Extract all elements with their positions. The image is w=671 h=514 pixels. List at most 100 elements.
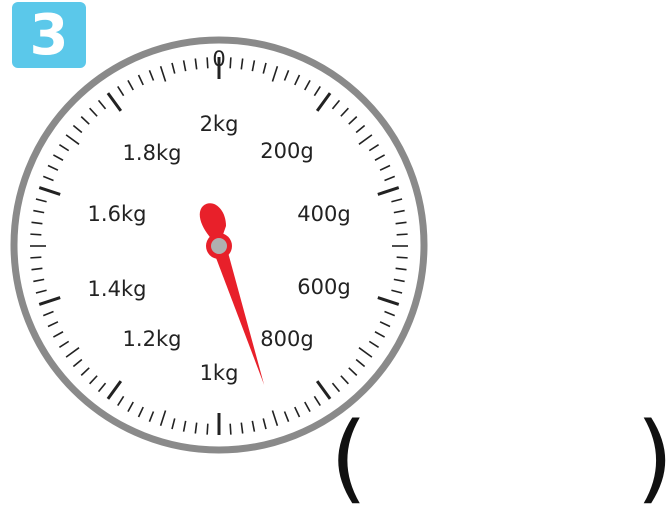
- minor-tick: [194, 58, 198, 70]
- major-tick: [38, 186, 61, 196]
- minor-tick: [368, 144, 380, 152]
- needle-hub: [211, 238, 227, 254]
- minor-tick: [348, 116, 358, 125]
- minor-tick: [331, 99, 341, 110]
- minor-tick: [393, 209, 405, 214]
- minor-tick: [229, 423, 232, 435]
- minor-tick: [159, 66, 167, 82]
- minor-tick: [229, 57, 232, 69]
- major-tick: [38, 296, 61, 306]
- minor-tick: [65, 134, 80, 145]
- minor-tick: [182, 60, 187, 72]
- minor-tick: [159, 410, 167, 426]
- minor-tick: [89, 375, 98, 385]
- minor-tick: [304, 401, 311, 413]
- minor-tick: [47, 321, 59, 328]
- minor-tick: [194, 422, 198, 434]
- minor-tick: [58, 144, 70, 152]
- minor-tick: [97, 382, 107, 393]
- minor-tick: [331, 382, 341, 393]
- minor-tick: [240, 58, 244, 70]
- dial-label-1-6kg: 1.6kg: [88, 202, 147, 226]
- minor-tick: [35, 289, 47, 294]
- answer-open-paren: (: [330, 402, 368, 514]
- tick-marks: [30, 57, 408, 435]
- dial-label-1-2kg: 1.2kg: [123, 327, 182, 351]
- minor-tick: [368, 340, 380, 348]
- minor-tick: [348, 367, 358, 376]
- answer-blank[interactable]: [370, 425, 625, 500]
- dial-label-1kg: 1kg: [200, 361, 239, 385]
- minor-tick: [35, 198, 47, 203]
- minor-tick: [395, 267, 407, 271]
- minor-tick: [206, 423, 209, 435]
- minor-tick: [355, 358, 366, 368]
- minor-tick: [374, 331, 386, 338]
- minor-tick: [42, 310, 54, 317]
- minor-tick: [30, 233, 42, 236]
- minor-tick: [294, 406, 301, 418]
- dial-label-1-4kg: 1.4kg: [88, 277, 147, 301]
- dial-label-600g: 600g: [297, 275, 350, 299]
- minor-tick: [80, 367, 90, 376]
- minor-tick: [283, 411, 290, 423]
- major-tick: [377, 186, 400, 196]
- minor-tick: [283, 69, 290, 81]
- dial-label-1-8kg: 1.8kg: [123, 141, 182, 165]
- minor-tick: [65, 347, 80, 358]
- minor-tick: [30, 256, 42, 259]
- minor-tick: [42, 175, 54, 182]
- needle-blade: [212, 243, 265, 385]
- minor-tick: [171, 418, 176, 430]
- minor-tick: [262, 418, 267, 430]
- minor-tick: [47, 164, 59, 171]
- minor-tick: [340, 375, 349, 385]
- minor-tick: [137, 74, 144, 86]
- minor-tick: [396, 256, 408, 259]
- minor-tick: [89, 107, 98, 117]
- major-tick: [315, 380, 332, 400]
- minor-tick: [251, 60, 256, 72]
- minor-tick: [391, 198, 403, 203]
- minor-tick: [313, 85, 321, 97]
- minor-tick: [97, 99, 107, 110]
- minor-tick: [271, 66, 279, 82]
- minor-tick: [52, 154, 64, 161]
- minor-tick: [313, 395, 321, 407]
- minor-tick: [127, 401, 134, 413]
- minor-tick: [340, 107, 349, 117]
- minor-tick: [379, 321, 391, 328]
- minor-tick: [355, 124, 366, 134]
- minor-tick: [33, 209, 45, 214]
- dial-label-2kg: 2kg: [200, 112, 239, 136]
- major-tick: [106, 380, 123, 400]
- minor-tick: [294, 74, 301, 86]
- minor-tick: [31, 221, 43, 225]
- minor-tick: [33, 278, 45, 283]
- answer-close-paren: ): [636, 402, 671, 514]
- minor-tick: [379, 164, 391, 171]
- minor-tick: [395, 221, 407, 225]
- dial-label-400g: 400g: [297, 202, 350, 226]
- minor-tick: [31, 267, 43, 271]
- dial-label-200g: 200g: [260, 139, 313, 163]
- minor-tick: [374, 154, 386, 161]
- minor-tick: [304, 79, 311, 91]
- minor-tick: [396, 233, 408, 236]
- minor-tick: [52, 331, 64, 338]
- major-tick: [315, 92, 332, 112]
- dial-zero-label: 0: [212, 47, 225, 71]
- major-tick: [377, 296, 400, 306]
- major-tick: [106, 92, 123, 112]
- minor-tick: [80, 116, 90, 125]
- minor-tick: [251, 420, 256, 432]
- minor-tick: [391, 289, 403, 294]
- minor-tick: [58, 340, 70, 348]
- minor-tick: [271, 410, 279, 426]
- minor-tick: [358, 134, 373, 145]
- minor-tick: [148, 411, 155, 423]
- minor-tick: [393, 278, 405, 283]
- minor-tick: [72, 358, 83, 368]
- minor-tick: [137, 406, 144, 418]
